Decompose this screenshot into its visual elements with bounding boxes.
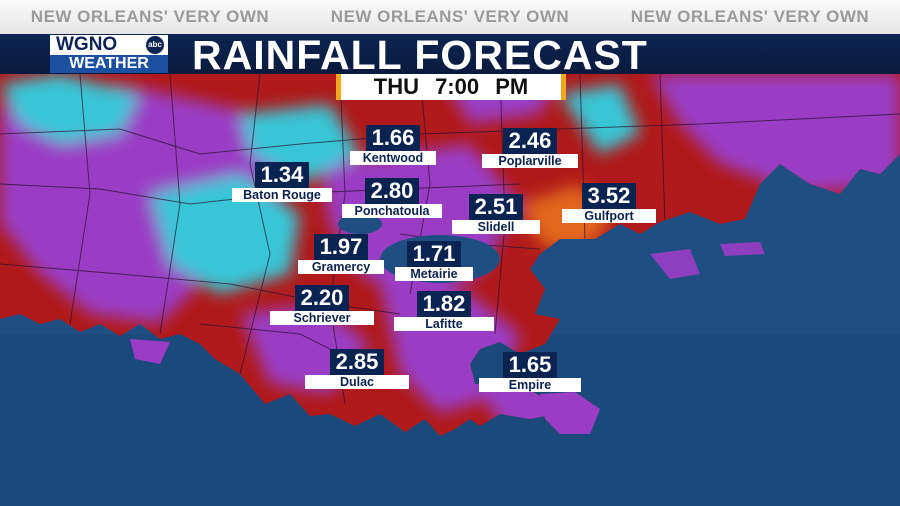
delta-land — [130, 339, 170, 364]
page-title: RAINFALL FORECAST — [192, 32, 648, 78]
rainfall-value: 1.71 — [406, 241, 462, 267]
rainfall-value: 2.85 — [329, 349, 385, 375]
rainfall-value: 1.34 — [254, 162, 310, 188]
city-label: 1.71 Metairie — [395, 241, 473, 281]
barrier-island — [650, 249, 700, 279]
barrier-island — [720, 242, 765, 256]
city-name: Dulac — [305, 375, 409, 389]
rainfall-value: 2.51 — [468, 194, 524, 220]
delta-land — [540, 392, 600, 434]
city-name: Empire — [479, 378, 581, 392]
city-label: 1.34 Baton Rouge — [232, 162, 332, 202]
city-name: Poplarville — [482, 154, 578, 168]
city-label: 1.65 Empire — [479, 352, 581, 392]
city-name: Lafitte — [394, 317, 494, 331]
tagline-text: NEW ORLEANS' VERY OWN — [630, 7, 870, 26]
city-label: 2.85 Dulac — [305, 349, 409, 389]
rainfall-value: 3.52 — [581, 183, 637, 209]
logo-station-text: WGNO — [56, 34, 118, 55]
city-name: Metairie — [395, 267, 473, 281]
city-name: Gulfport — [562, 209, 656, 223]
city-name: Slidell — [452, 220, 540, 234]
forecast-time: THU 7:00 PM — [336, 74, 566, 100]
city-name: Gramercy — [298, 260, 384, 274]
city-label: 2.80 Ponchatoula — [342, 178, 442, 218]
city-label: 1.66 Kentwood — [350, 125, 436, 165]
tagline-text: NEW ORLEANS' VERY OWN — [30, 7, 270, 26]
city-name: Baton Rouge — [232, 188, 332, 202]
rainfall-map — [0, 74, 900, 506]
tagline-text: NEW ORLEANS' VERY OWN — [330, 7, 570, 26]
rainfall-value: 2.20 — [294, 285, 350, 311]
rainfall-value: 1.82 — [416, 291, 472, 317]
station-logo: WGNO abc WEATHER — [50, 35, 168, 73]
city-label: 3.52 Gulfport — [562, 183, 656, 223]
rainfall-value: 1.97 — [313, 234, 369, 260]
city-name: Ponchatoula — [342, 204, 442, 218]
city-name: Schriever — [270, 311, 374, 325]
city-label: 2.20 Schriever — [270, 285, 374, 325]
tagline-banner: NEW ORLEANS' VERY OWN NEW ORLEANS' VERY … — [0, 0, 900, 34]
lake — [338, 214, 382, 234]
city-label: 1.97 Gramercy — [298, 234, 384, 274]
city-label: 1.82 Lafitte — [394, 291, 494, 331]
rainfall-value: 1.65 — [502, 352, 558, 378]
city-label: 2.51 Slidell — [452, 194, 540, 234]
rainfall-value: 2.46 — [502, 128, 558, 154]
logo-station: WGNO abc — [50, 35, 168, 55]
city-label: 2.46 Poplarville — [482, 128, 578, 168]
rainfall-value: 1.66 — [365, 125, 421, 151]
city-name: Kentwood — [350, 151, 436, 165]
rainfall-value: 2.80 — [364, 178, 420, 204]
logo-weather: WEATHER — [50, 55, 168, 73]
network-badge-icon: abc — [146, 36, 164, 54]
